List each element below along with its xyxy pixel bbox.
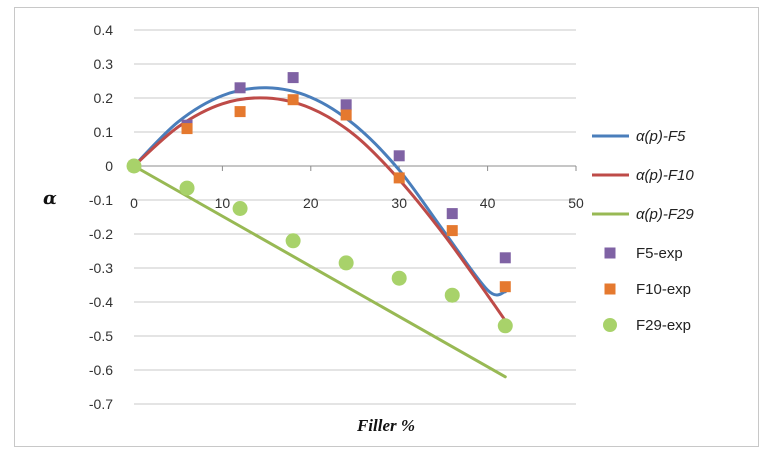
legend-marker-swatch xyxy=(604,283,616,295)
x-axis-label: Filler % xyxy=(356,416,415,435)
data-point xyxy=(393,150,405,162)
data-point xyxy=(285,233,301,249)
x-axis-ticks: 0 10 20 30 40 50 xyxy=(130,195,584,211)
data-point xyxy=(338,255,354,271)
y-tick-label: -0.4 xyxy=(89,294,113,310)
x-tick-label: 30 xyxy=(391,195,407,211)
legend-label: F5-exp xyxy=(636,245,683,262)
x-tick-label: 20 xyxy=(303,195,319,211)
data-point xyxy=(234,106,246,118)
x-axis xyxy=(133,165,577,171)
data-point xyxy=(499,252,511,264)
y-axis-ticks: 0.4 0.3 0.2 0.1 0 -0.1 -0.2 -0.3 -0.4 -0.5 -0.6 -0.… xyxy=(89,22,113,412)
legend-label: α(p)-F5 xyxy=(636,128,686,145)
chart-frame xyxy=(14,7,759,447)
legend-marker-swatch xyxy=(604,247,616,259)
y-tick-label: -0.2 xyxy=(89,226,113,242)
y-tick-label: -0.7 xyxy=(89,396,113,412)
legend-marker-swatch xyxy=(603,318,617,332)
data-point xyxy=(444,287,460,303)
grid-lines xyxy=(134,29,576,405)
series-points xyxy=(126,72,513,334)
legend-label: α(p)-F29 xyxy=(636,206,694,223)
series-line xyxy=(132,96,507,323)
y-tick-label: -0.1 xyxy=(89,192,113,208)
data-point xyxy=(287,94,299,106)
x-tick-label: 0 xyxy=(130,195,138,211)
legend: α(p)-F5 α(p)-F10 α(p)-F29 F5-exp F10-exp F29-… xyxy=(592,128,694,334)
series-line xyxy=(132,164,507,379)
data-point xyxy=(234,82,246,94)
data-point xyxy=(340,99,352,111)
data-point xyxy=(499,281,511,293)
x-tick-label: 10 xyxy=(215,195,231,211)
legend-label: F10-exp xyxy=(636,281,691,298)
data-point xyxy=(393,172,405,184)
legend-label: α(p)-F10 xyxy=(636,167,694,184)
data-point xyxy=(179,180,195,196)
y-tick-label: -0.5 xyxy=(89,328,113,344)
data-point xyxy=(126,158,142,174)
data-point xyxy=(446,208,458,220)
data-point xyxy=(287,72,299,84)
y-axis-label: α xyxy=(43,188,57,209)
y-tick-label: 0.2 xyxy=(94,90,114,106)
data-point xyxy=(446,225,458,237)
data-point xyxy=(391,270,407,286)
y-tick-label: 0.4 xyxy=(94,22,114,38)
x-tick-label: 40 xyxy=(480,195,496,211)
y-tick-label: 0.1 xyxy=(94,124,114,140)
x-tick-label: 50 xyxy=(568,195,584,211)
y-tick-label: -0.6 xyxy=(89,362,113,378)
data-point xyxy=(340,109,352,121)
y-tick-label: 0.3 xyxy=(94,56,114,72)
legend-label: F29-exp xyxy=(636,317,691,334)
y-tick-label: -0.3 xyxy=(89,260,113,276)
data-point xyxy=(497,318,513,334)
y-tick-label: 0 xyxy=(105,158,113,174)
data-point xyxy=(232,201,248,216)
series-lines xyxy=(132,86,507,379)
data-point xyxy=(181,123,193,135)
